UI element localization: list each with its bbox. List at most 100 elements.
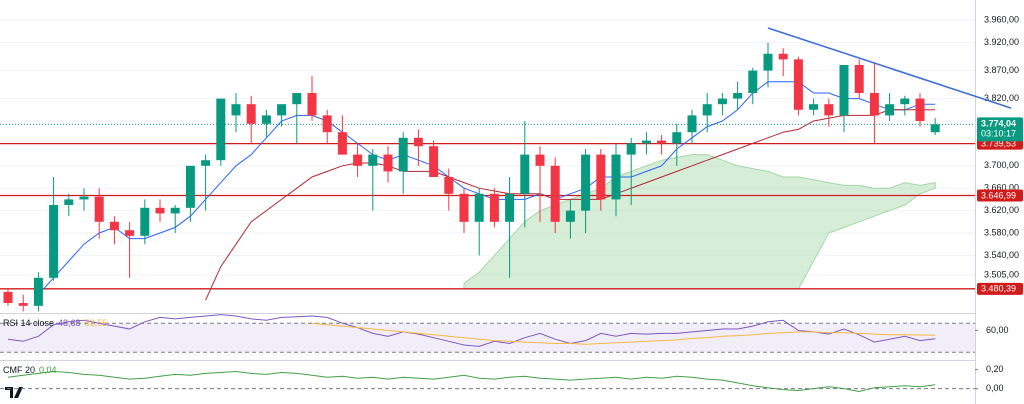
y-tick-label: 3.920,00 [984, 37, 1019, 47]
candle-body [140, 207, 150, 236]
price-tag [977, 117, 1023, 142]
countdown-label: 03:10:17 [981, 129, 1016, 139]
price-label: 3.774,04 [981, 119, 1016, 129]
candle-body [641, 140, 651, 144]
y-tick-label: 0,00 [986, 383, 1004, 393]
level-label: 3.646,99 [981, 190, 1016, 200]
y-tick-label: 3.540,00 [984, 250, 1019, 260]
trendline [767, 27, 1012, 109]
candle-body [125, 230, 135, 236]
candle-body [383, 154, 393, 172]
candle-body [170, 207, 180, 214]
candle-body [94, 196, 104, 222]
y-tick-label: 3.620,00 [984, 205, 1019, 215]
candle-body [216, 98, 226, 161]
candle-body [824, 104, 834, 116]
candle-body [778, 53, 788, 60]
candle-body [489, 193, 499, 222]
candle-body [702, 104, 712, 116]
candle-body [809, 104, 819, 110]
y-tick-label: 3.580,00 [984, 227, 1019, 237]
level-label: 3.739,53 [981, 139, 1016, 149]
level-label: 3.480,39 [981, 284, 1016, 294]
candle-body [413, 137, 423, 147]
candle-body [626, 143, 636, 155]
candle-body [33, 277, 43, 306]
logo [3, 384, 25, 400]
candle-body [353, 154, 363, 166]
series-value-label: 53,55 [85, 318, 108, 328]
candle-body [429, 146, 439, 178]
logo-bg [3, 384, 25, 400]
candle-body [520, 154, 530, 194]
y-tick-label: 0,20 [986, 364, 1004, 374]
indicator-line [38, 81, 936, 295]
candle-body [505, 193, 515, 222]
series-value-label: 48,68 [58, 318, 81, 328]
candle-body [64, 199, 74, 206]
candle-body [687, 115, 697, 133]
candle-body [550, 165, 560, 222]
candle-body [109, 221, 119, 231]
candle-body [368, 154, 378, 166]
series-value-label: 0,04 [39, 365, 57, 375]
candle-body [277, 104, 287, 116]
indicator-line [7, 314, 936, 347]
candle-body [565, 210, 575, 222]
candle-body [18, 303, 28, 306]
candle-body [79, 196, 89, 200]
candle-body [322, 115, 332, 133]
candle-body [611, 154, 621, 200]
level-tag [977, 189, 1023, 202]
candle-body [459, 193, 469, 222]
y-tick-label: 3.870,00 [984, 65, 1019, 75]
candle-body [474, 193, 484, 222]
y-tick-label: 3.960,00 [984, 15, 1019, 25]
panel-title: CMF 20 0,04 [3, 365, 57, 375]
candle-body [337, 132, 347, 155]
candle-body [155, 207, 165, 214]
logo-mark [5, 387, 23, 398]
candle-body [444, 177, 454, 194]
candle-body [900, 98, 910, 105]
level-tag [977, 282, 1023, 295]
y-tick-label: 3.660,00 [984, 183, 1019, 193]
candle-body [307, 92, 317, 116]
y-tick-label: 3.700,00 [984, 160, 1019, 170]
candle-body [261, 115, 271, 124]
candle-body [915, 98, 925, 121]
candle-body [292, 92, 302, 105]
candle-body [717, 98, 727, 105]
candle-body [596, 154, 606, 200]
candle-body [185, 165, 195, 208]
candle-body [839, 64, 849, 116]
indicator-line [311, 322, 936, 345]
indicator-line [205, 109, 936, 301]
candle-body [854, 64, 864, 93]
panel-title-text: CMF 20 [3, 365, 35, 375]
candle-body [733, 92, 743, 99]
candle-body [672, 132, 682, 144]
panel-title: RSI 14 close 48,68 53,55 [3, 318, 107, 328]
y-tick-label: 3.505,00 [984, 269, 1019, 279]
y-tick-label: 60,00 [986, 325, 1009, 335]
candle-body [748, 70, 758, 93]
candle-body [3, 291, 13, 304]
candle-body [398, 137, 408, 172]
candle-body [793, 59, 803, 110]
indicator-line [7, 370, 936, 393]
candle-body [885, 104, 895, 116]
candle-body [535, 154, 545, 166]
panel-title-text: RSI 14 close [3, 318, 54, 328]
candle-body [930, 124, 940, 133]
candle-body [657, 140, 667, 144]
candle-body [231, 104, 241, 116]
candle-body [201, 160, 211, 166]
candle-body [581, 154, 591, 211]
y-tick-label: 3.820,00 [984, 93, 1019, 103]
candle-body [763, 53, 773, 71]
candle-body [49, 205, 59, 278]
rsi-band [0, 323, 975, 353]
